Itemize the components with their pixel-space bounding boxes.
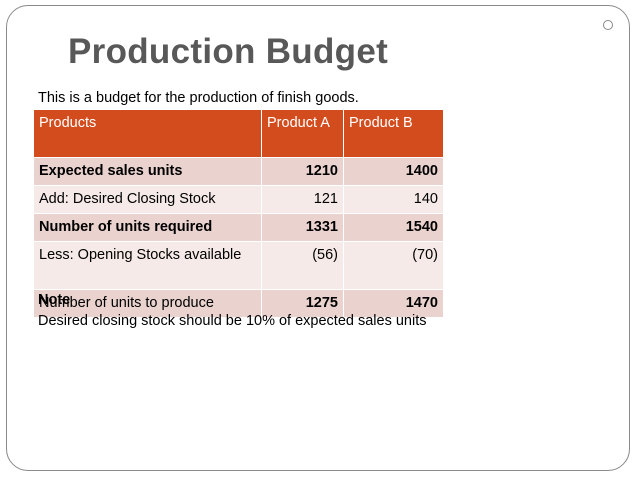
note-text: Desired closing stock should be 10% of e… xyxy=(38,313,427,329)
row-value-a: (56) xyxy=(261,241,344,290)
header-product-a: Product A xyxy=(261,109,344,158)
slide-title: Production Budget xyxy=(68,32,389,71)
row-label: Add: Desired Closing Stock xyxy=(33,185,262,214)
table-row: Number of units to produce 1275 1470 xyxy=(33,289,444,318)
row-value-b: 1470 xyxy=(343,289,444,318)
row-value-a: 1331 xyxy=(261,213,344,242)
row-label: Less: Opening Stocks available xyxy=(33,241,262,290)
row-value-b: 1400 xyxy=(343,157,444,186)
note-heading: Note xyxy=(38,292,71,308)
table-row: Less: Opening Stocks available (56) (70) xyxy=(33,241,444,290)
header-product-b: Product B xyxy=(343,109,444,158)
row-value-b: 1540 xyxy=(343,213,444,242)
corner-circle-icon xyxy=(603,20,613,30)
row-value-a: 1210 xyxy=(261,157,344,186)
table-row: Add: Desired Closing Stock 121 140 xyxy=(33,185,444,214)
row-label: Number of units to produce xyxy=(33,289,262,318)
table-header-row: Products Product A Product B xyxy=(33,109,444,158)
table-row: Number of units required 1331 1540 xyxy=(33,213,444,242)
row-value-b: 140 xyxy=(343,185,444,214)
table-row: Expected sales units 1210 1400 xyxy=(33,157,444,186)
row-value-a: 1275 xyxy=(261,289,344,318)
header-products: Products xyxy=(33,109,262,158)
production-budget-table: Products Product A Product B Expected sa… xyxy=(33,109,444,318)
row-label: Number of units required xyxy=(33,213,262,242)
row-label: Expected sales units xyxy=(33,157,262,186)
row-value-b: (70) xyxy=(343,241,444,290)
row-value-a: 121 xyxy=(261,185,344,214)
slide-intro: This is a budget for the production of f… xyxy=(38,90,359,106)
